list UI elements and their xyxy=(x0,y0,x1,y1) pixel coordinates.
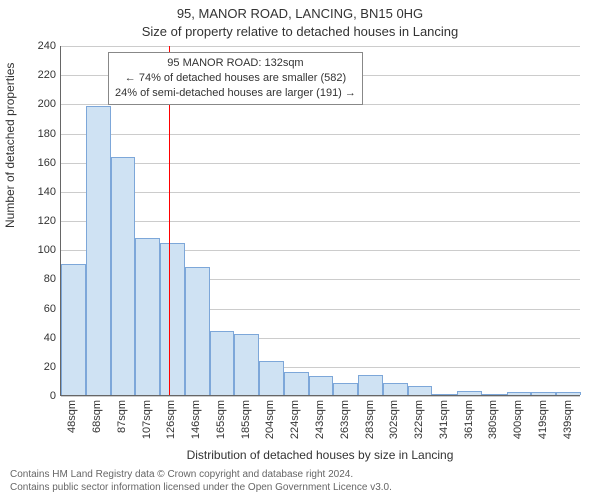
histogram-bar xyxy=(408,386,433,395)
xtick-label: 126sqm xyxy=(165,400,177,439)
histogram-bar xyxy=(383,383,408,395)
annotation-box: 95 MANOR ROAD: 132sqm← 74% of detached h… xyxy=(108,52,363,105)
ytick-label: 0 xyxy=(26,390,56,402)
histogram-bar xyxy=(111,157,136,395)
chart-title-main: 95, MANOR ROAD, LANCING, BN15 0HG xyxy=(0,6,600,21)
attribution-text: Contains HM Land Registry data © Crown c… xyxy=(10,469,392,494)
xtick-label: 419sqm xyxy=(537,400,549,439)
gridline xyxy=(61,192,580,193)
histogram-bar xyxy=(284,372,309,395)
gridline xyxy=(61,221,580,222)
attribution-line2: Contains public sector information licen… xyxy=(10,482,392,493)
histogram-bar xyxy=(457,391,482,395)
gridline xyxy=(61,396,580,397)
histogram-bar xyxy=(135,238,160,396)
gridline xyxy=(61,163,580,164)
histogram-bar xyxy=(358,375,383,395)
histogram-bar xyxy=(259,361,284,395)
xtick-label: 48sqm xyxy=(66,400,78,433)
y-axis-label: Number of detached properties xyxy=(3,212,17,228)
gridline xyxy=(61,134,580,135)
ytick-label: 100 xyxy=(26,244,56,256)
histogram-bar xyxy=(61,264,86,395)
histogram-bar xyxy=(309,376,334,395)
ytick-label: 240 xyxy=(26,40,56,52)
xtick-label: 439sqm xyxy=(562,400,574,439)
ytick-label: 180 xyxy=(26,128,56,140)
ytick-label: 80 xyxy=(26,273,56,285)
xtick-label: 263sqm xyxy=(339,400,351,439)
annotation-line: ← 74% of detached houses are smaller (58… xyxy=(115,71,356,86)
attribution-line1: Contains HM Land Registry data © Crown c… xyxy=(10,469,353,480)
xtick-label: 361sqm xyxy=(463,400,475,439)
xtick-label: 165sqm xyxy=(215,400,227,439)
ytick-label: 140 xyxy=(26,186,56,198)
histogram-bar xyxy=(556,392,581,395)
ytick-label: 200 xyxy=(26,98,56,110)
ytick-label: 120 xyxy=(26,215,56,227)
xtick-label: 243sqm xyxy=(314,400,326,439)
xtick-label: 380sqm xyxy=(487,400,499,439)
xtick-label: 302sqm xyxy=(388,400,400,439)
chart-container: 95, MANOR ROAD, LANCING, BN15 0HG Size o… xyxy=(0,0,600,500)
histogram-bar xyxy=(234,334,259,395)
xtick-label: 283sqm xyxy=(364,400,376,439)
histogram-bar xyxy=(210,331,235,395)
ytick-label: 220 xyxy=(26,69,56,81)
histogram-bar xyxy=(507,392,532,395)
xtick-label: 87sqm xyxy=(116,400,128,433)
chart-title-sub: Size of property relative to detached ho… xyxy=(0,24,600,39)
ytick-label: 60 xyxy=(26,303,56,315)
xtick-label: 107sqm xyxy=(141,400,153,439)
xtick-label: 68sqm xyxy=(91,400,103,433)
xtick-label: 185sqm xyxy=(240,400,252,439)
xtick-label: 341sqm xyxy=(438,400,450,439)
xtick-label: 204sqm xyxy=(264,400,276,439)
ytick-label: 40 xyxy=(26,332,56,344)
xtick-label: 400sqm xyxy=(512,400,524,439)
ytick-label: 20 xyxy=(26,361,56,373)
ytick-label: 160 xyxy=(26,157,56,169)
histogram-bar xyxy=(160,243,185,395)
histogram-bar xyxy=(432,394,457,395)
histogram-bar xyxy=(86,106,111,395)
x-axis-label: Distribution of detached houses by size … xyxy=(60,448,580,462)
histogram-bar xyxy=(333,383,358,395)
histogram-bar xyxy=(531,392,556,395)
annotation-line: 95 MANOR ROAD: 132sqm xyxy=(115,56,356,71)
xtick-label: 322sqm xyxy=(413,400,425,439)
annotation-line: 24% of semi-detached houses are larger (… xyxy=(115,86,356,101)
xtick-label: 146sqm xyxy=(190,400,202,439)
histogram-bar xyxy=(185,267,210,395)
histogram-bar xyxy=(482,394,507,395)
xtick-label: 224sqm xyxy=(289,400,301,439)
gridline xyxy=(61,46,580,47)
